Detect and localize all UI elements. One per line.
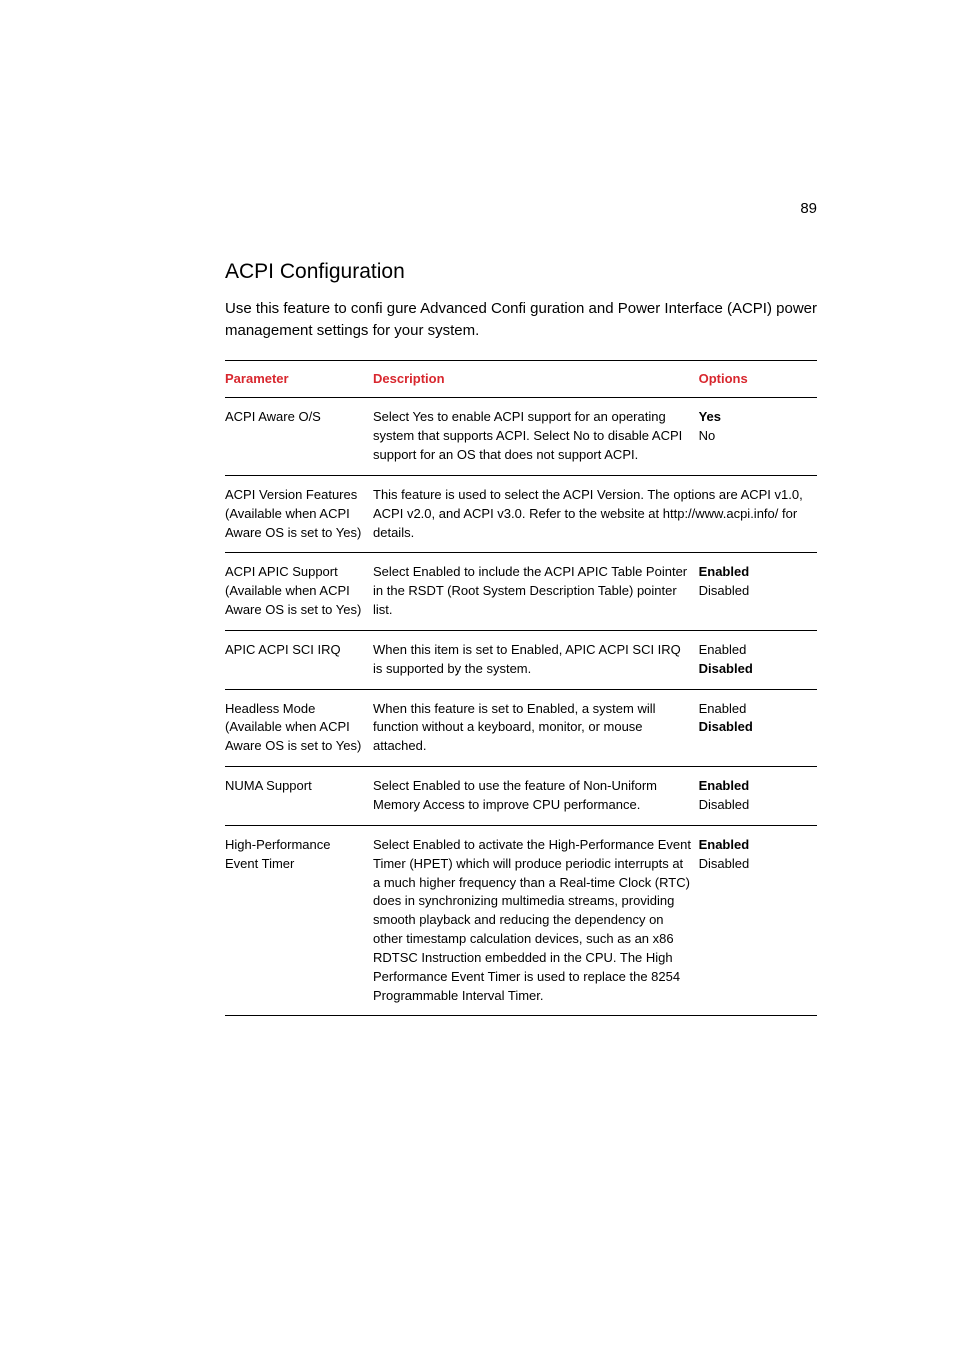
col-header-parameter: Parameter [225,360,373,398]
cell-options: EnabledDisabled [699,825,817,1016]
cell-options: EnabledDisabled [699,630,817,689]
cell-parameter: APIC ACPI SCI IRQ [225,630,373,689]
option-value: Yes [699,408,811,427]
cell-parameter: Headless Mode (Available when ACPI Aware… [225,689,373,767]
cell-parameter: ACPI Aware O/S [225,398,373,476]
cell-parameter: High-Performance Event Timer [225,825,373,1016]
cell-parameter: ACPI APIC Support (Available when ACPI A… [225,553,373,631]
table-row: ACPI Version Features (Available when AC… [225,475,817,553]
cell-description: Select Yes to enable ACPI support for an… [373,398,699,476]
cell-options: EnabledDisabled [699,553,817,631]
option-value: No [699,427,811,446]
cell-parameter: NUMA Support [225,767,373,826]
table-header-row: Parameter Description Options [225,360,817,398]
section-heading: ACPI Configuration [225,260,817,284]
cell-parameter: ACPI Version Features (Available when AC… [225,475,373,553]
col-header-description: Description [373,360,699,398]
option-value: Enabled [699,836,811,855]
option-value: Enabled [699,641,811,660]
intro-paragraph: Use this feature to confi gure Advanced … [225,298,817,342]
table-row: APIC ACPI SCI IRQWhen this item is set t… [225,630,817,689]
table-body: ACPI Aware O/SSelect Yes to enable ACPI … [225,398,817,1016]
option-value: Disabled [699,660,811,679]
cell-description: This feature is used to select the ACPI … [373,475,817,553]
acpi-config-table: Parameter Description Options ACPI Aware… [225,360,817,1017]
cell-description: When this item is set to Enabled, APIC A… [373,630,699,689]
cell-description: Select Enabled to use the feature of Non… [373,767,699,826]
cell-options: YesNo [699,398,817,476]
option-value: Enabled [699,777,811,796]
cell-description: When this feature is set to Enabled, a s… [373,689,699,767]
option-value: Disabled [699,796,811,815]
col-header-options: Options [699,360,817,398]
table-row: NUMA SupportSelect Enabled to use the fe… [225,767,817,826]
option-value: Disabled [699,718,811,737]
option-value: Enabled [699,563,811,582]
cell-options: EnabledDisabled [699,689,817,767]
table-row: High-Performance Event TimerSelect Enabl… [225,825,817,1016]
option-value: Disabled [699,582,811,601]
option-value: Disabled [699,855,811,874]
page-number: 89 [800,200,817,217]
page: 89 ACPI Configuration Use this feature t… [0,0,954,1350]
option-value: Enabled [699,700,811,719]
table-row: Headless Mode (Available when ACPI Aware… [225,689,817,767]
cell-options: EnabledDisabled [699,767,817,826]
table-row: ACPI Aware O/SSelect Yes to enable ACPI … [225,398,817,476]
cell-description: Select Enabled to include the ACPI APIC … [373,553,699,631]
table-row: ACPI APIC Support (Available when ACPI A… [225,553,817,631]
cell-description: Select Enabled to activate the High-Perf… [373,825,699,1016]
